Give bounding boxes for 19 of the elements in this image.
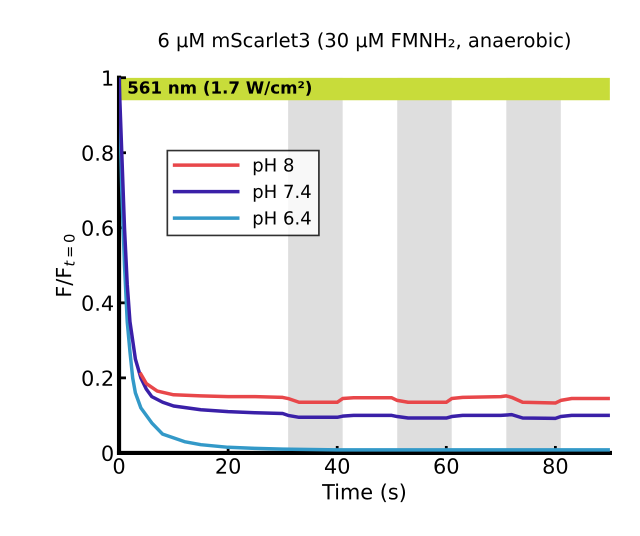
legend-label: pH 8 <box>254 158 294 176</box>
legend-label: pH 6.4 <box>254 211 311 228</box>
legend-label: pH 7.4 <box>254 184 311 202</box>
y-tick-label: 0.2 <box>82 370 112 386</box>
chart-title: 6 µM mScarlet3 (30 µM FMNH₂, anaerobic) <box>158 32 570 52</box>
x-axis-title: Time (s) <box>322 484 406 502</box>
line-series <box>139 372 610 405</box>
y-tick-label: 0.8 <box>82 145 113 161</box>
x-tick-label: 40 <box>324 458 350 474</box>
x-tick-label: 20 <box>216 458 240 474</box>
y-axis-title: F/F$_{t=0}$ <box>56 234 75 296</box>
x-tick-label: 80 <box>544 458 568 474</box>
band-label: 561 nm (1.7 W/cm²) <box>128 80 311 96</box>
x-tick-label: 60 <box>434 458 458 474</box>
x-tick-label: 0 <box>114 458 124 474</box>
y-tick-label: 1 <box>103 70 112 86</box>
y-tick-label: 0.4 <box>82 295 114 312</box>
y-tick-label: 0 <box>102 445 113 462</box>
y-tick-label: 0.6 <box>82 220 113 236</box>
